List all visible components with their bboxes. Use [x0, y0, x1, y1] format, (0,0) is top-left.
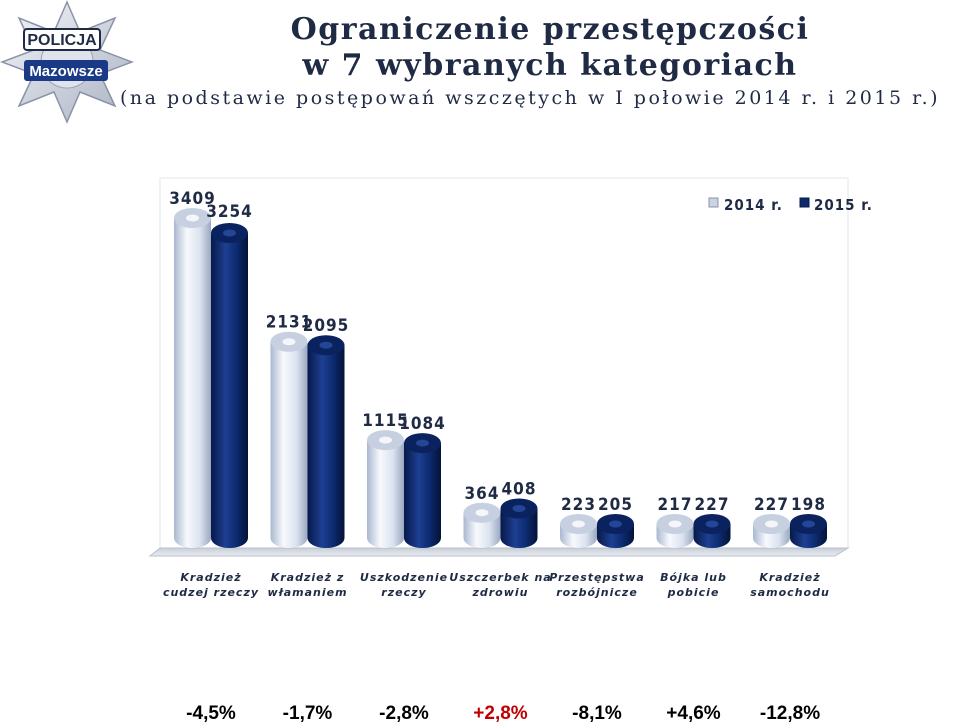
bar-2014-3	[463, 512, 501, 548]
bar-highlight-2015-6	[802, 520, 815, 528]
bar-highlight-2015-2	[416, 439, 429, 447]
value-label-2015-4: 205	[598, 495, 633, 515]
bar-highlight-2014-6	[765, 520, 778, 528]
bar-2015-3	[500, 508, 538, 548]
category-label: Uszkodzenie rzeczy	[349, 570, 459, 600]
logo-top-text: POLICJA	[27, 32, 97, 49]
legend-label-2015: 2015 r.	[814, 196, 873, 214]
category-label-line: pobicie	[667, 586, 720, 599]
bar-highlight-2015-1	[319, 341, 333, 349]
category-label: Kradzież cudzej rzeczy	[156, 570, 266, 600]
police-logo: POLICJA Mazowsze	[0, 0, 135, 124]
bar-highlight-2014-0	[186, 214, 199, 222]
category-label: Kradzież samochodu	[735, 570, 845, 600]
bar-2014-0	[174, 218, 211, 548]
bar-2014-2	[367, 440, 404, 548]
bar-highlight-2014-4	[572, 520, 585, 528]
value-label-2014-3: 364	[465, 484, 500, 504]
bar-highlight-2015-0	[223, 229, 236, 237]
bar-2015-2	[404, 443, 441, 548]
value-label-2014-1: 2131	[266, 313, 313, 333]
title-line-1: Ograniczenie przestępczości	[290, 12, 810, 47]
value-label-2014-4: 223	[561, 495, 596, 515]
category-label-line: Kradzież z	[270, 571, 345, 584]
bar-highlight-2015-5	[705, 520, 719, 528]
value-label-2014-0: 3409	[169, 189, 216, 209]
title-line-2: w 7 wybranych kategoriach	[302, 48, 798, 83]
legend: 2014 r. 2015 r.	[708, 196, 873, 214]
chart-floor	[148, 547, 850, 557]
bar-2015-0	[211, 233, 248, 548]
category-label-line: Uszczerbek na	[449, 571, 552, 584]
change-percent: +4,6%	[666, 703, 721, 724]
change-percent: -1,7%	[282, 703, 333, 724]
change-percent: -2,8%	[379, 703, 429, 724]
value-label-2015-1: 2095	[303, 316, 350, 336]
bar-highlight-2014-2	[379, 436, 392, 444]
category-label-line: zdrowiu	[472, 586, 529, 599]
category-label-line: Bójka lub	[660, 571, 727, 584]
value-label-2014-2: 1115	[362, 411, 409, 431]
chart-title: Ograniczenie przestępczości w 7 wybranyc…	[120, 12, 960, 112]
value-label-2014-5: 217	[658, 495, 693, 515]
change-percent: -4,5%	[186, 703, 236, 724]
category-label-line: rzeczy	[381, 586, 427, 599]
category-label-line: Przestępstwa	[549, 571, 645, 584]
category-label: Kradzież z włamaniem	[253, 570, 363, 600]
category-label: Bójka lub pobicie	[639, 570, 749, 600]
bar-highlight-2014-3	[475, 509, 489, 517]
category-label-line: Uszkodzenie	[359, 571, 449, 584]
bar-2015-1	[307, 345, 345, 548]
category-label-line: samochodu	[750, 586, 830, 599]
bar-highlight-2015-3	[512, 505, 526, 513]
category-label-line: Kradzież	[180, 571, 242, 584]
title-line-3: (na podstawie postępowań wszczętych w I …	[119, 87, 941, 109]
bar-highlight-2014-5	[668, 520, 682, 528]
bar-highlight-2014-1	[282, 338, 296, 346]
value-label-2015-6: 198	[791, 495, 826, 515]
change-percent: -8,1%	[572, 703, 622, 724]
value-label-2015-3: 408	[502, 480, 537, 500]
legend-swatch-2015	[799, 197, 810, 208]
category-label-line: rozbójnicze	[556, 586, 638, 599]
category-label: Przestępstwa rozbójnicze	[542, 570, 652, 600]
category-label: Uszczerbek na zdrowiu	[446, 570, 556, 600]
category-label-line: Kradzież	[759, 571, 821, 584]
change-percent: +2,8%	[473, 703, 528, 724]
logo-bottom-text: Mazowsze	[29, 63, 102, 80]
value-label-2015-5: 227	[695, 495, 730, 515]
category-label-line: włamaniem	[267, 586, 348, 599]
value-label-2014-6: 227	[754, 495, 789, 515]
legend-swatch-2014	[708, 197, 719, 208]
value-label-2015-0: 3254	[206, 202, 253, 222]
change-percent: -12,8%	[759, 703, 821, 724]
bar-2014-1	[270, 341, 308, 548]
value-label-2015-2: 1084	[399, 414, 446, 434]
category-label-line: cudzej rzeczy	[162, 586, 260, 599]
legend-label-2014: 2014 r.	[724, 196, 783, 214]
bar-highlight-2015-4	[609, 520, 622, 528]
